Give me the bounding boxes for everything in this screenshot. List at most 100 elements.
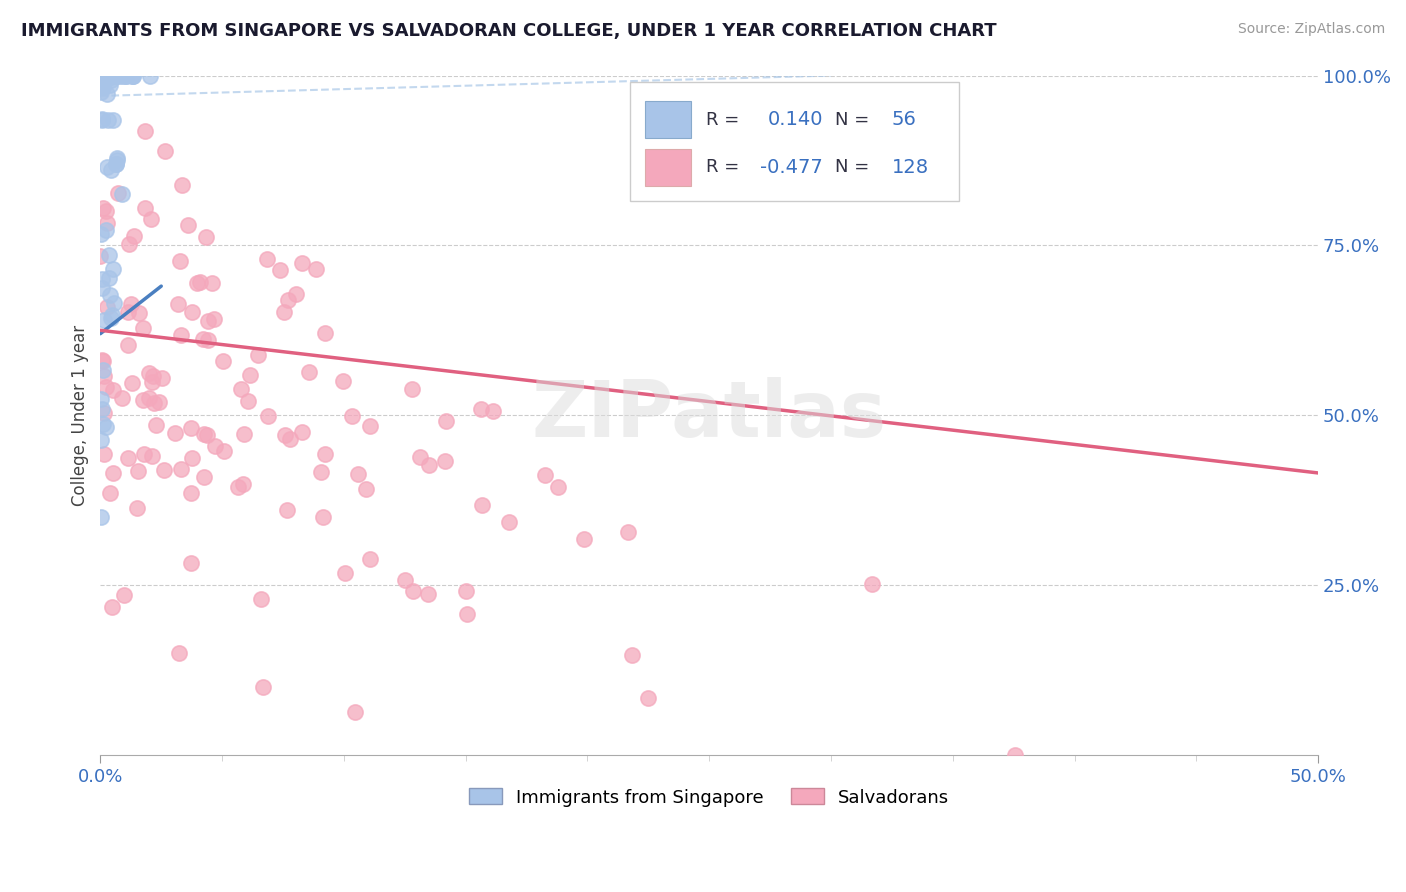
- Point: [100, 69, 122, 83]
- Point: [471, 498, 494, 512]
- Text: 0.140: 0.140: [768, 111, 823, 129]
- Point: [188, 275, 211, 289]
- Point: [343, 705, 366, 719]
- Point: [112, 69, 135, 83]
- Point: [91, 201, 114, 215]
- Point: [121, 376, 143, 390]
- Point: [127, 501, 149, 516]
- Point: [860, 577, 883, 591]
- Point: [118, 236, 141, 251]
- Point: [101, 112, 124, 127]
- Point: [89, 249, 111, 263]
- Point: [89, 80, 111, 95]
- Text: -0.477: -0.477: [761, 158, 823, 177]
- Point: [139, 212, 162, 227]
- Point: [359, 418, 381, 433]
- FancyBboxPatch shape: [630, 82, 959, 202]
- Point: [298, 365, 321, 379]
- Point: [170, 462, 193, 476]
- Point: [172, 178, 194, 193]
- Point: [359, 551, 381, 566]
- Point: [212, 354, 235, 368]
- Point: [101, 69, 124, 83]
- Point: [90, 433, 112, 447]
- Point: [284, 287, 307, 301]
- Point: [141, 449, 163, 463]
- Point: [132, 447, 155, 461]
- Point: [170, 328, 193, 343]
- Point: [91, 353, 114, 368]
- Point: [314, 326, 336, 341]
- Point: [402, 584, 425, 599]
- Point: [96, 160, 118, 174]
- Point: [128, 306, 150, 320]
- Point: [256, 252, 278, 267]
- Point: [340, 409, 363, 423]
- Point: [139, 69, 162, 83]
- Point: [100, 600, 122, 615]
- Point: [111, 391, 134, 405]
- Point: [111, 186, 134, 201]
- Point: [166, 297, 188, 311]
- Point: [120, 297, 142, 311]
- Point: [312, 509, 335, 524]
- Legend: Immigrants from Singapore, Salvadorans: Immigrants from Singapore, Salvadorans: [463, 781, 956, 814]
- Point: [637, 690, 659, 705]
- Point: [93, 69, 115, 83]
- Point: [180, 305, 202, 319]
- Point: [152, 371, 174, 385]
- Point: [91, 417, 114, 432]
- Point: [105, 69, 128, 83]
- Point: [94, 204, 117, 219]
- Point: [91, 112, 114, 126]
- Point: [212, 443, 235, 458]
- Point: [93, 406, 115, 420]
- Point: [180, 450, 202, 465]
- Text: 128: 128: [891, 158, 929, 177]
- Point: [143, 396, 166, 410]
- Point: [90, 392, 112, 406]
- Point: [256, 409, 278, 424]
- Point: [101, 308, 124, 322]
- Point: [617, 524, 640, 539]
- Point: [96, 223, 118, 237]
- Point: [96, 87, 118, 101]
- FancyBboxPatch shape: [645, 101, 690, 138]
- Point: [273, 304, 295, 318]
- Point: [197, 314, 219, 328]
- Point: [332, 374, 354, 388]
- Point: [101, 466, 124, 480]
- Point: [236, 393, 259, 408]
- Point: [91, 272, 114, 286]
- Point: [100, 310, 122, 325]
- Point: [195, 428, 218, 442]
- FancyBboxPatch shape: [645, 149, 690, 186]
- Point: [195, 230, 218, 244]
- Point: [252, 681, 274, 695]
- Point: [231, 382, 253, 396]
- Point: [97, 113, 120, 128]
- Point: [291, 425, 314, 440]
- Point: [202, 312, 225, 326]
- Point: [456, 607, 478, 622]
- Point: [107, 186, 129, 200]
- Point: [269, 263, 291, 277]
- Point: [193, 470, 215, 484]
- Point: [98, 69, 121, 83]
- Point: [547, 480, 569, 494]
- Point: [117, 337, 139, 351]
- Point: [117, 450, 139, 465]
- Text: IMMIGRANTS FROM SINGAPORE VS SALVADORAN COLLEGE, UNDER 1 YEAR CORRELATION CHART: IMMIGRANTS FROM SINGAPORE VS SALVADORAN …: [21, 22, 997, 40]
- Point: [142, 369, 165, 384]
- Point: [232, 477, 254, 491]
- Point: [304, 262, 326, 277]
- Text: R =: R =: [706, 111, 745, 128]
- Point: [454, 584, 477, 599]
- Point: [98, 271, 121, 285]
- Point: [96, 300, 118, 314]
- Point: [434, 454, 457, 468]
- Point: [117, 305, 139, 319]
- Point: [105, 152, 128, 166]
- Point: [127, 464, 149, 478]
- Point: [191, 333, 214, 347]
